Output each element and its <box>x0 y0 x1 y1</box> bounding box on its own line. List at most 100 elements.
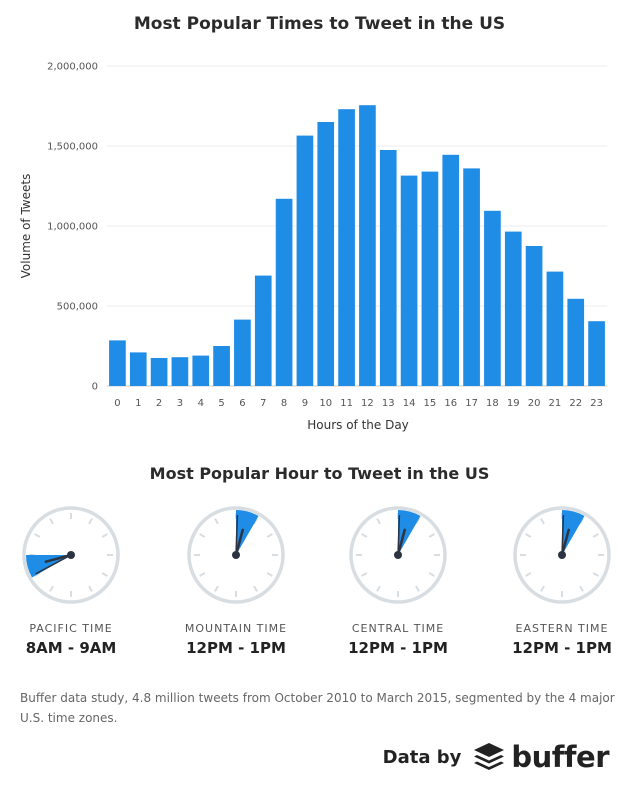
y-axis-title: Volume of Tweets <box>19 174 33 279</box>
clock-tick <box>415 585 420 592</box>
x-tick-label: 20 <box>528 398 541 409</box>
x-tick-label: 7 <box>260 398 266 409</box>
clock-tick <box>88 585 93 592</box>
chart-title: Most Popular Times to Tweet in the US <box>133 14 506 34</box>
x-tick-label: 0 <box>114 398 120 409</box>
clock-tick <box>253 585 258 592</box>
clock-tick <box>592 572 599 577</box>
clock-tick <box>376 518 381 525</box>
minute-hand <box>235 514 239 556</box>
x-tick-label: 23 <box>590 398 603 409</box>
x-tick-label: 9 <box>302 398 308 409</box>
x-axis-title: Hours of the Day <box>307 418 409 432</box>
hour-wedge <box>398 510 421 555</box>
clock-hub <box>67 551 75 559</box>
clock-tick <box>199 572 206 577</box>
clock-tick <box>49 585 54 592</box>
x-tick-label: 4 <box>198 398 204 409</box>
clock-pacific: PACIFIC TIME 8AM - 9AM <box>1 502 141 657</box>
hour-hand <box>234 528 244 557</box>
clock-tick <box>428 533 435 538</box>
hour-wedge <box>236 510 259 555</box>
bar-hour-13 <box>379 150 397 386</box>
bar-hour-10 <box>317 122 335 386</box>
x-tick-label: 3 <box>177 398 183 409</box>
clock-hub <box>232 551 240 559</box>
clock-tick <box>214 518 219 525</box>
hour-wedge <box>562 510 585 555</box>
clock-tick <box>525 572 532 577</box>
bar-hour-9 <box>296 135 314 386</box>
bar-hour-3 <box>171 357 189 386</box>
clock-tick <box>361 533 368 538</box>
clock-tick <box>540 518 545 525</box>
y-tick-label: 2,000,000 <box>47 62 98 73</box>
clock-tick <box>361 572 368 577</box>
bar-hour-22 <box>567 298 585 386</box>
bar-hour-11 <box>338 109 355 386</box>
zone-label: MOUNTAIN TIME <box>184 622 288 635</box>
clock-icon <box>22 506 120 604</box>
x-tick-label: 22 <box>569 398 582 409</box>
zone-hours: 8AM - 9AM <box>25 639 117 657</box>
clock-tick <box>540 585 545 592</box>
clock-hub <box>558 551 566 559</box>
minute-hand <box>35 554 72 575</box>
bar-hour-12 <box>359 105 376 386</box>
y-tick-label: 1,500,000 <box>47 142 98 153</box>
bar-hour-23 <box>588 321 605 386</box>
bar-hour-21 <box>546 271 564 386</box>
clock-icon <box>349 506 447 604</box>
clock-hub <box>394 551 402 559</box>
zone-label: EASTERN TIME <box>515 622 609 635</box>
zone-label: PACIFIC TIME <box>29 622 113 635</box>
hour-hand <box>396 528 406 557</box>
bar-hour-1 <box>129 352 147 386</box>
bar-hour-6 <box>234 319 251 386</box>
clock-tick <box>88 518 93 525</box>
clock-tick <box>49 518 54 525</box>
clock-tick <box>101 572 108 577</box>
x-tick-label: 11 <box>340 398 353 409</box>
x-tick-label: 8 <box>281 398 287 409</box>
clock-icon <box>187 506 285 604</box>
footnote: Buffer data study, 4.8 million tweets fr… <box>20 691 615 725</box>
clock-tick <box>592 533 599 538</box>
brand-prefix: Data by <box>382 746 462 768</box>
bar-hour-7 <box>254 275 272 386</box>
x-tick-label: 13 <box>382 398 395 409</box>
clock-tick <box>266 572 273 577</box>
x-tick-label: 14 <box>403 398 416 409</box>
bar-hour-16 <box>442 154 460 386</box>
x-tick-label: 18 <box>486 398 499 409</box>
clock-tick <box>34 533 41 538</box>
bar-hour-0 <box>109 340 126 386</box>
clock-icon <box>513 506 611 604</box>
x-tick-label: 19 <box>507 398 520 409</box>
bar-hour-15 <box>421 171 439 386</box>
bar-hour-17 <box>463 168 480 386</box>
clocks-title: Most Popular Hour to Tweet in the US <box>149 464 490 483</box>
zone-hours: 12PM - 1PM <box>186 639 286 657</box>
y-tick-label: 0 <box>92 382 98 393</box>
clock-tick <box>376 585 381 592</box>
clock-tick <box>214 585 219 592</box>
clock-tick <box>101 533 108 538</box>
zone-label: CENTRAL TIME <box>351 622 445 635</box>
minute-hand <box>397 514 401 556</box>
x-tick-label: 12 <box>361 398 374 409</box>
x-tick-label: 2 <box>156 398 162 409</box>
x-tick-label: 5 <box>218 398 224 409</box>
buffer-stack-icon <box>474 743 505 770</box>
clock-tick <box>428 572 435 577</box>
x-tick-label: 1 <box>135 398 141 409</box>
clock-tick <box>579 585 584 592</box>
x-tick-label: 21 <box>549 398 562 409</box>
bar-hour-14 <box>400 175 418 386</box>
bar-hour-5 <box>213 346 230 386</box>
bar-hour-20 <box>525 246 543 386</box>
y-tick-label: 500,000 <box>57 302 98 313</box>
x-tick-label: 16 <box>444 398 457 409</box>
bar-hour-18 <box>484 210 501 386</box>
bar-hour-2 <box>150 358 168 386</box>
